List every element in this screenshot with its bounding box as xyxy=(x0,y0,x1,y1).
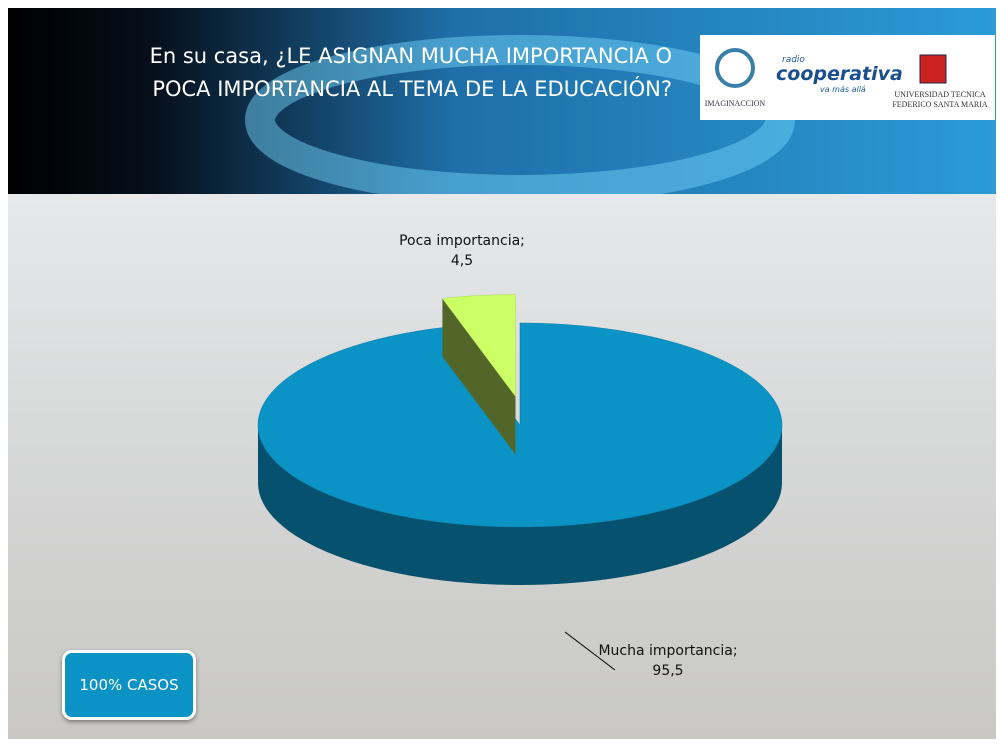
data-label: Mucha importancia; xyxy=(598,643,737,659)
value-label: 4,5 xyxy=(451,253,473,269)
label-separator: ; xyxy=(733,643,738,659)
logo-text: IMAGINACCION xyxy=(705,99,766,108)
chart-title: En su casa, ¿LE ASIGNAN MUCHA IMPORTANCI… xyxy=(100,40,672,106)
data-label: Poca importancia; xyxy=(399,233,525,249)
slide: IMAGINACCION radio cooperativa va más al… xyxy=(0,0,1000,745)
category-label: Poca importancia xyxy=(399,233,520,249)
chart: IMAGINACCION radio cooperativa va más al… xyxy=(0,0,1000,745)
label-separator: ; xyxy=(520,233,525,249)
logo-text: cooperativa xyxy=(776,63,903,85)
category-label: Mucha importancia xyxy=(598,643,732,659)
logo-shield xyxy=(920,55,946,83)
logo-text: va más allá xyxy=(820,85,866,94)
value-label: 95,5 xyxy=(652,663,683,679)
pie-slice xyxy=(258,323,782,585)
sample-note: 100% CASOS xyxy=(62,650,196,720)
logo-text: FEDERICO SANTA MARIA xyxy=(892,100,988,109)
logo-text: UNIVERSIDAD TECNICA xyxy=(894,90,985,99)
slice-top xyxy=(258,323,782,527)
